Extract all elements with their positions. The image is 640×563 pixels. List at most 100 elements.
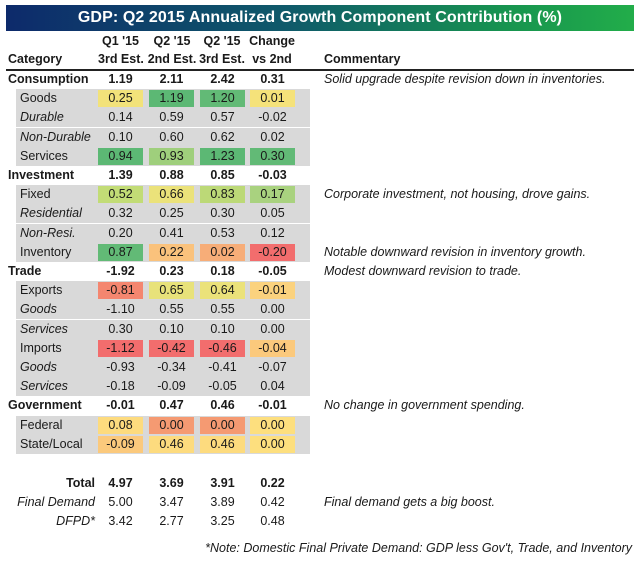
- value-q2-2nd-est: 0.00: [149, 416, 194, 434]
- value-q2-3rd-est: 2.42: [210, 72, 235, 86]
- value-q1-3rd-est: 0.08: [98, 416, 143, 434]
- sub-row-background: [16, 358, 310, 377]
- header-q2-3rd-line1: Q2 '15: [203, 34, 241, 48]
- row-commentary: Notable downward revision in inventory g…: [324, 244, 586, 259]
- value-q1-3rd-est: -1.12: [98, 339, 143, 357]
- value-q2-3rd-est: -0.05: [208, 379, 237, 394]
- table-row: Inventory 0.87 0.22 0.02 -0.20 Notable downwa…: [0, 242, 640, 262]
- row-label: Inventory: [20, 244, 72, 259]
- row-label: Services: [20, 321, 68, 336]
- table-row: Services 0.30 0.10 0.10 0.00: [0, 319, 640, 339]
- row-label: Non-Resi.: [20, 225, 76, 240]
- sub-row-background: [16, 108, 310, 128]
- value-q1-3rd-est: 1.19: [108, 72, 133, 86]
- value-q2-3rd-est: 0.57: [210, 110, 235, 125]
- value-q2-2nd-est: -0.34: [157, 360, 186, 374]
- table-row: State/Local -0.09 0.46 0.46 0.00: [0, 434, 640, 454]
- value-q2-2nd-est: 0.60: [159, 129, 184, 144]
- value-q2-3rd-est: 0.64: [200, 282, 245, 300]
- row-label: Goods: [20, 91, 57, 106]
- value-change-vs-2nd: 0.00: [250, 435, 295, 453]
- summary-value-change-vs-2nd: 0.48: [260, 514, 285, 529]
- table-row: Goods 0.25 1.19 1.20 0.01: [0, 89, 640, 109]
- value-q2-3rd-est: 0.53: [210, 225, 235, 240]
- value-change-vs-2nd: 0.05: [260, 206, 285, 221]
- row-label: Investment: [8, 168, 74, 182]
- row-label: Services: [20, 148, 68, 163]
- sub-row-background: [16, 204, 310, 224]
- header-category: Category: [8, 52, 63, 66]
- value-change-vs-2nd: 0.00: [250, 416, 295, 434]
- row-label: Non-Durable: [20, 129, 91, 144]
- value-q2-3rd-est: 0.00: [200, 416, 245, 434]
- value-q1-3rd-est: -0.18: [106, 379, 135, 394]
- row-label: Residential: [20, 206, 82, 221]
- table-row: Trade -1.92 0.23 0.18 -0.05 Modest downward r…: [0, 262, 640, 281]
- summary-label: DFPD*: [56, 514, 95, 529]
- header-q1-line1: Q1 '15: [101, 34, 140, 48]
- table-row: Non-Durable 0.10 0.60 0.62 0.02: [0, 127, 640, 147]
- value-change-vs-2nd: -0.04: [250, 339, 295, 357]
- value-q2-3rd-est: 0.46: [210, 398, 235, 413]
- table-row: Investment 1.39 0.88 0.85 -0.03: [0, 166, 640, 185]
- value-q2-2nd-est: 0.93: [149, 147, 194, 165]
- value-q2-2nd-est: 0.10: [159, 321, 184, 336]
- value-q2-3rd-est: 0.02: [200, 243, 245, 261]
- table-row: Non-Resi. 0.20 0.41 0.53 0.12: [0, 223, 640, 243]
- value-q1-3rd-est: 0.32: [108, 206, 133, 221]
- value-q1-3rd-est: 0.14: [108, 110, 133, 125]
- value-q2-3rd-est: 0.83: [200, 186, 245, 204]
- row-commentary: Solid upgrade despite revision down in i…: [324, 72, 606, 86]
- table-row: Federal 0.08 0.00 0.00 0.00: [0, 415, 640, 435]
- value-q2-2nd-est: 0.23: [159, 264, 184, 278]
- summary-value-q2-3rd-est: 3.91: [210, 476, 235, 490]
- value-q2-3rd-est: 0.30: [210, 206, 235, 221]
- row-label: Consumption: [8, 72, 89, 86]
- table-title: GDP: Q2 2015 Annualized Growth Component…: [6, 5, 634, 31]
- row-label: Exports: [20, 283, 63, 298]
- table-row: Exports -0.81 0.65 0.64 -0.01: [0, 281, 640, 301]
- table-row: Services -0.18 -0.09 -0.05 0.04: [0, 377, 640, 397]
- value-q1-3rd-est: 0.20: [108, 225, 133, 240]
- value-q2-3rd-est: 0.85: [210, 168, 235, 182]
- value-q1-3rd-est: 1.39: [108, 168, 133, 182]
- value-q2-2nd-est: 0.66: [149, 186, 194, 204]
- value-q2-2nd-est: 0.25: [159, 206, 184, 221]
- summary-value-change-vs-2nd: 0.22: [260, 476, 285, 490]
- row-label: Goods: [20, 360, 57, 374]
- row-label: Trade: [8, 264, 42, 278]
- summary-row: Total 4.97 3.69 3.91 0.22: [0, 474, 640, 493]
- value-change-vs-2nd: -0.02: [258, 110, 287, 125]
- header-q2-2nd-line2: 2nd Est.: [147, 52, 197, 66]
- value-q2-2nd-est: 0.46: [149, 435, 194, 453]
- summary-row: Final Demand 5.00 3.47 3.89 0.42 Final demand…: [0, 493, 640, 512]
- value-change-vs-2nd: 0.30: [250, 147, 295, 165]
- value-q2-3rd-est: 0.18: [210, 264, 235, 278]
- value-q1-3rd-est: 0.25: [98, 90, 143, 108]
- summary-commentary: Final demand gets a big boost.: [324, 495, 495, 510]
- sub-row-background: [16, 223, 310, 243]
- value-q1-3rd-est: 0.30: [108, 321, 133, 336]
- value-q2-3rd-est: 0.55: [210, 302, 235, 317]
- value-q1-3rd-est: 0.10: [108, 129, 133, 144]
- value-q2-2nd-est: 2.11: [159, 72, 184, 86]
- sub-row-background: [16, 319, 310, 339]
- row-commentary: Modest downward revision to trade.: [324, 264, 522, 278]
- value-q2-3rd-est: 1.20: [200, 90, 245, 108]
- table-row: Government -0.01 0.47 0.46 -0.01 No change in…: [0, 396, 640, 415]
- summary-value-q2-2nd-est: 3.47: [159, 495, 184, 510]
- value-q1-3rd-est: -0.09: [98, 435, 143, 453]
- row-label: Goods: [20, 302, 57, 317]
- summary-label: Final Demand: [17, 495, 95, 510]
- table-row: Residential 0.32 0.25 0.30 0.05: [0, 204, 640, 224]
- header-change-line1: Change: [249, 34, 295, 48]
- value-q1-3rd-est: 0.94: [98, 147, 143, 165]
- summary-value-q2-3rd-est: 3.89: [210, 495, 235, 510]
- value-q2-3rd-est: 1.23: [200, 147, 245, 165]
- value-change-vs-2nd: 0.17: [250, 186, 295, 204]
- value-q2-3rd-est: 0.46: [200, 435, 245, 453]
- row-label: Government: [8, 398, 82, 413]
- header-change-line2: vs 2nd: [252, 52, 292, 66]
- table-row: Consumption 1.19 2.11 2.42 0.31 Solid upgrade…: [0, 70, 640, 89]
- value-change-vs-2nd: 0.04: [260, 379, 285, 394]
